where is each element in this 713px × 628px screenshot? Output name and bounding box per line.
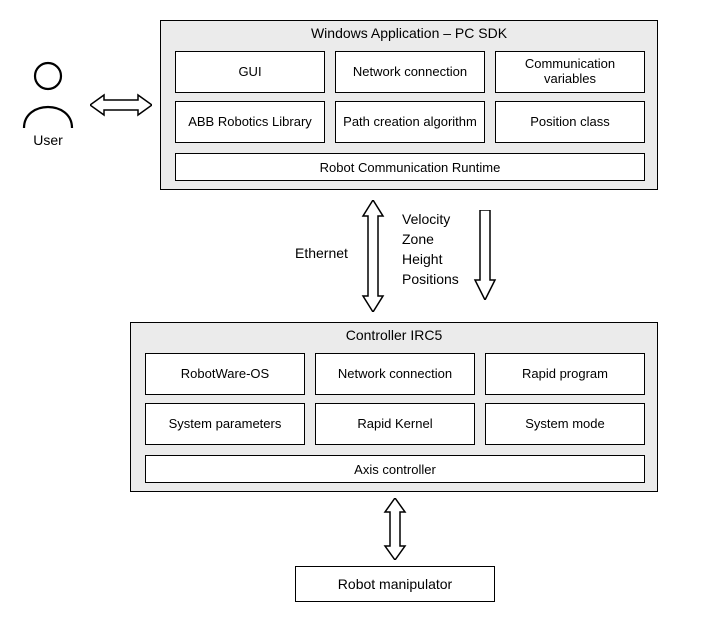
user-icon <box>18 60 78 130</box>
box-system-parameters: System parameters <box>145 403 305 445</box>
box-rapid-kernel: Rapid Kernel <box>315 403 475 445</box>
group-windows-app: Windows Application – PC SDK GUI Network… <box>160 20 658 190</box>
arrow-data-down <box>472 210 498 300</box>
arrow-user-app <box>90 92 152 118</box>
arrow-ethernet <box>360 200 386 312</box>
arrow-controller-manipulator <box>382 498 408 560</box>
label-positions: Positions <box>402 270 459 288</box>
box-network-connection-top: Network connection <box>335 51 485 93</box>
label-ethernet: Ethernet <box>295 245 348 261</box>
box-axis-controller: Axis controller <box>145 455 645 483</box>
user-label: User <box>18 132 78 148</box>
box-system-mode: System mode <box>485 403 645 445</box>
box-gui: GUI <box>175 51 325 93</box>
box-path-creation-algorithm: Path creation algorithm <box>335 101 485 143</box>
box-rapid-program: Rapid program <box>485 353 645 395</box>
group-windows-app-title: Windows Application – PC SDK <box>161 21 657 47</box>
label-height: Height <box>402 250 442 268</box>
box-communication-variables: Communication variables <box>495 51 645 93</box>
box-robot-comm-runtime: Robot Communication Runtime <box>175 153 645 181</box>
label-velocity: Velocity <box>402 210 450 228</box>
label-zone: Zone <box>402 230 434 248</box>
box-robotware-os: RobotWare-OS <box>145 353 305 395</box>
group-controller-irc5-title: Controller IRC5 <box>131 323 657 349</box>
box-robot-manipulator: Robot manipulator <box>295 566 495 602</box>
box-position-class: Position class <box>495 101 645 143</box>
group-controller-irc5: Controller IRC5 RobotWare-OS Network con… <box>130 322 658 492</box>
box-abb-robotics-library: ABB Robotics Library <box>175 101 325 143</box>
box-network-connection-bottom: Network connection <box>315 353 475 395</box>
